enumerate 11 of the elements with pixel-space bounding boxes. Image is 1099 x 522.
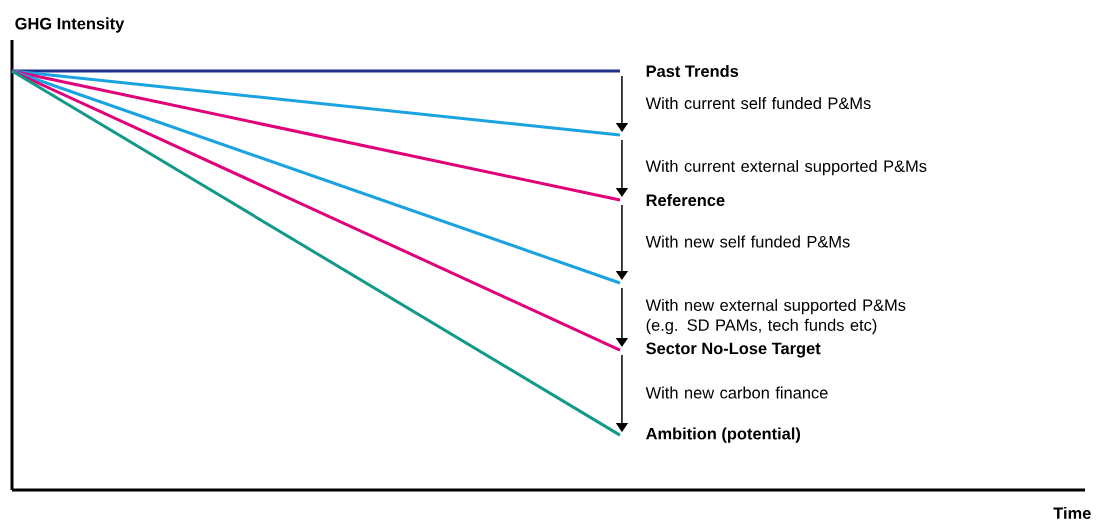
annotation: With current self funded P&Ms bbox=[645, 97, 871, 110]
annotation: With new external supported P&Ms (e.g. SD PAMs, tech funds etc) bbox=[645, 298, 906, 335]
series-label: Reference bbox=[646, 194, 725, 207]
x-axis-title: Time bbox=[1053, 506, 1091, 520]
annotation: With new carbon finance bbox=[645, 386, 828, 399]
y-axis-title: GHG Intensity bbox=[15, 17, 125, 33]
annotation: With current external supported P&Ms bbox=[645, 159, 927, 176]
series-label: Past Trends bbox=[646, 64, 739, 78]
annotation: With new self funded P&Ms bbox=[645, 235, 850, 248]
series-label: Sector No-Lose Target bbox=[646, 342, 821, 358]
series-label: Ambition (potential) bbox=[646, 427, 801, 443]
